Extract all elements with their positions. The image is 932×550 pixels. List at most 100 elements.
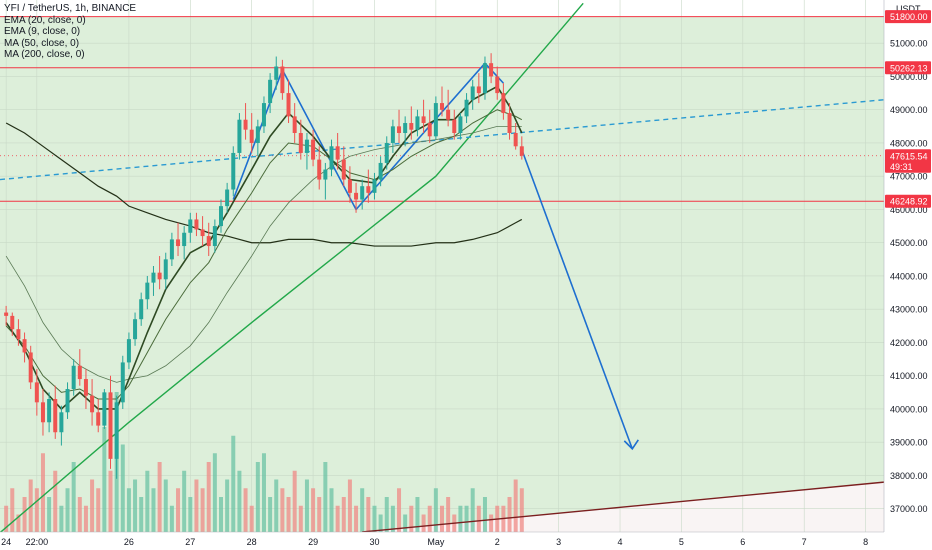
candle-body bbox=[354, 192, 359, 200]
candle-body bbox=[212, 226, 217, 247]
candle-body bbox=[255, 126, 260, 143]
y-tick-label: 37000.00 bbox=[890, 504, 928, 514]
x-tick-label: 8 bbox=[863, 537, 868, 547]
volume-bar bbox=[440, 505, 444, 532]
trend-line[interactable] bbox=[0, 2, 584, 535]
x-tick-label: 22:00 bbox=[26, 537, 49, 547]
candle-body bbox=[108, 392, 113, 459]
volume-bar bbox=[470, 488, 475, 532]
volume-bar bbox=[366, 497, 371, 532]
trend-line[interactable] bbox=[362, 481, 885, 533]
candle-body bbox=[59, 412, 64, 433]
volume-bar bbox=[225, 479, 230, 532]
candle-body bbox=[157, 272, 162, 280]
candle-body bbox=[335, 146, 340, 160]
volume-bar bbox=[464, 505, 469, 532]
candle-body bbox=[341, 159, 346, 180]
volume-bar bbox=[513, 479, 518, 532]
candle-body bbox=[139, 299, 144, 320]
candle-body bbox=[427, 123, 432, 137]
volume-bar bbox=[507, 497, 512, 532]
volume-bar bbox=[22, 497, 27, 532]
candle-body bbox=[16, 329, 21, 340]
candle-body bbox=[274, 66, 279, 80]
volume-bar bbox=[323, 462, 328, 532]
price-label-text: 51800.00 bbox=[890, 12, 928, 22]
volume-bar bbox=[268, 497, 273, 532]
candle-body bbox=[71, 365, 76, 390]
y-tick-label: 46000.00 bbox=[890, 205, 928, 215]
y-tick-label: 50000.00 bbox=[890, 72, 928, 82]
candle-body bbox=[65, 389, 70, 413]
volume-bar bbox=[194, 479, 199, 532]
candle-body bbox=[163, 259, 168, 280]
volume-bar bbox=[102, 427, 107, 532]
candle-body bbox=[519, 146, 524, 156]
candle-body bbox=[200, 229, 205, 237]
pattern-drawing[interactable] bbox=[521, 149, 634, 450]
candle-body bbox=[34, 382, 39, 403]
x-tick-label: 5 bbox=[679, 537, 684, 547]
volume-bar bbox=[390, 505, 395, 532]
x-tick-label: 3 bbox=[556, 537, 561, 547]
y-tick-label: 48000.00 bbox=[890, 138, 928, 148]
candle-body bbox=[169, 239, 174, 260]
candle-body bbox=[470, 86, 475, 100]
volume-bar bbox=[77, 497, 82, 532]
arrow-head bbox=[623, 439, 639, 451]
candle-body bbox=[495, 76, 500, 94]
volume-bar bbox=[384, 497, 389, 532]
volume-bar bbox=[292, 470, 297, 532]
indicator-ma200: MA (200, close, 0) bbox=[4, 49, 85, 60]
candle-body bbox=[47, 399, 52, 423]
candle-body bbox=[311, 139, 316, 160]
volume-bar bbox=[311, 488, 316, 532]
candle-body bbox=[378, 162, 383, 180]
volume-bar bbox=[286, 497, 291, 532]
x-tick-label: 28 bbox=[247, 537, 257, 547]
candle-body bbox=[249, 129, 254, 143]
volume-bar bbox=[415, 497, 420, 532]
volume-bar bbox=[347, 479, 352, 532]
volume-bar bbox=[482, 497, 487, 532]
trend-line[interactable] bbox=[0, 99, 885, 181]
symbol-title: YFI / TetherUS, 1h, BINANCE bbox=[4, 3, 137, 14]
price-label-text: 50262.13 bbox=[890, 63, 928, 73]
volume-bar bbox=[59, 505, 64, 532]
candle-body bbox=[329, 146, 334, 170]
candle-body bbox=[482, 63, 487, 94]
x-tick-label: 6 bbox=[740, 537, 745, 547]
volume-bar bbox=[249, 505, 254, 532]
candle-body bbox=[513, 133, 518, 147]
indicator-ema9: EMA (9, close, 0) bbox=[4, 26, 81, 37]
volume-bar bbox=[182, 470, 187, 532]
volume-bar bbox=[476, 505, 481, 532]
price-label-box bbox=[885, 10, 931, 24]
volume-bar bbox=[255, 462, 260, 532]
candle-body bbox=[22, 339, 27, 353]
volume-bar bbox=[354, 505, 359, 532]
y-tick-label: 39000.00 bbox=[890, 438, 928, 448]
candle-body bbox=[53, 399, 58, 433]
volume-bar bbox=[446, 497, 451, 532]
volume-bar bbox=[397, 488, 402, 532]
price-label-text: 47615.54 bbox=[890, 151, 928, 161]
candle-body bbox=[489, 63, 494, 77]
candle-body bbox=[90, 395, 95, 413]
y-tick-label: 44000.00 bbox=[890, 271, 928, 281]
volume-bar bbox=[360, 488, 365, 532]
x-tick-label: 7 bbox=[802, 537, 807, 547]
candle-body bbox=[476, 86, 481, 94]
volume-bar bbox=[372, 505, 377, 532]
volume-bar bbox=[489, 514, 494, 532]
ma200-line bbox=[5, 122, 523, 247]
volume-bar bbox=[34, 488, 39, 532]
candle-body bbox=[366, 186, 371, 193]
candle-body bbox=[347, 179, 352, 193]
volume-bar bbox=[427, 505, 432, 532]
price-label-box bbox=[885, 159, 931, 173]
candle-body bbox=[372, 179, 377, 193]
candle-body bbox=[219, 206, 223, 227]
